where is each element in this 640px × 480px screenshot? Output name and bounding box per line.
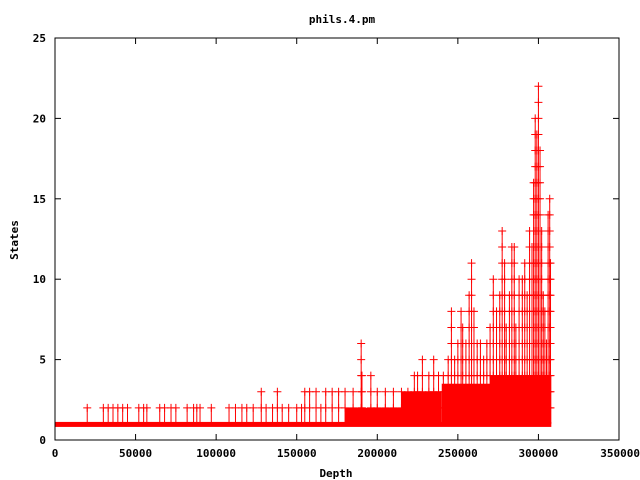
series-point-91-18 [536, 146, 545, 155]
series-point-51-5 [418, 355, 427, 364]
y-tick-label-1: 5 [39, 354, 46, 367]
series-point-90-19 [534, 130, 543, 139]
y-tick-label-5: 25 [33, 32, 46, 45]
series-point-75-11 [500, 259, 509, 268]
x-tick-label-0: 0 [52, 447, 59, 460]
series-point-98-3 [546, 387, 555, 396]
series-baseline [55, 421, 552, 427]
series-point-46-3 [389, 387, 398, 396]
plot-marks [55, 82, 555, 427]
series-point-98-11 [546, 259, 555, 268]
y-tick-label-4: 20 [33, 112, 46, 125]
series-point-98-2 [546, 403, 555, 412]
y-tick-label-3: 15 [33, 193, 46, 206]
plot-frame [54, 37, 620, 441]
series-point-60-8 [457, 307, 466, 316]
series-point-24-3 [257, 387, 266, 396]
x-tick-label-4: 200000 [357, 447, 397, 460]
series-point-42-4 [357, 371, 366, 380]
series-band-0 [345, 407, 402, 424]
series-point-98-10 [546, 275, 555, 284]
series-point-91-16 [536, 178, 545, 187]
series-point-97-15 [545, 194, 554, 203]
series-point-44-2 [373, 403, 382, 412]
series-point-34-3 [312, 387, 321, 396]
series-point-43-4 [366, 371, 375, 380]
series-point-74-13 [498, 226, 507, 235]
series-point-53-5 [429, 355, 438, 364]
series-point-18-2 [207, 403, 216, 412]
series-point-79-12 [510, 243, 519, 252]
series-point-79-11 [510, 259, 519, 268]
x-tick-label-7: 350000 [600, 447, 640, 460]
series-point-64-11 [467, 259, 476, 268]
series-point-90-20 [534, 114, 543, 123]
series-point-23-2 [249, 403, 258, 412]
series-point-98-7 [546, 323, 555, 332]
series-point-13-2 [171, 403, 180, 412]
series-point-9-2 [142, 403, 151, 412]
series-point-27-3 [273, 387, 282, 396]
series-point-75-10 [500, 275, 509, 284]
series-point-97-14 [545, 210, 554, 219]
series-point-90-21 [534, 98, 543, 107]
series-point-45-2 [381, 403, 390, 412]
series-point-98-8 [546, 307, 555, 316]
series-point-98-9 [546, 291, 555, 300]
x-axis-label: Depth [319, 467, 352, 480]
series-point-91-15 [536, 194, 545, 203]
series-point-42-2 [357, 403, 366, 412]
series-point-0-2 [83, 403, 92, 412]
x-tick-label-2: 100000 [196, 447, 236, 460]
series-point-57-8 [447, 307, 456, 316]
series-point-65-7 [469, 323, 478, 332]
series-point-65-8 [469, 307, 478, 316]
series-point-74-12 [498, 243, 507, 252]
series-point-44-3 [373, 387, 382, 396]
y-tick-label-0: 0 [39, 434, 46, 447]
series-point-71-10 [489, 275, 498, 284]
series-point-97-12 [545, 243, 554, 252]
series-point-98-6 [546, 339, 555, 348]
x-tick-label-1: 50000 [119, 447, 152, 460]
series-point-64-9 [467, 291, 476, 300]
series-point-41-6 [357, 339, 366, 348]
series-point-40-3 [349, 387, 358, 396]
series-point-42-3 [357, 387, 366, 396]
y-tick-label-2: 10 [33, 273, 46, 286]
series-point-97-13 [545, 226, 554, 235]
x-tick-label-5: 250000 [438, 447, 478, 460]
axes: 0 5 10 15 20 25 0 50000 100000 150000 200000 250000… [33, 32, 640, 460]
series-point-57-7 [447, 323, 456, 332]
series-point-29-2 [284, 403, 293, 412]
y-axis-label: States [8, 220, 21, 260]
series-point-91-14 [536, 210, 545, 219]
series-point-41-5 [357, 355, 366, 364]
series-point-64-10 [467, 275, 476, 284]
chart-title: phils.4.pm [309, 13, 376, 26]
series-point-91-17 [536, 162, 545, 171]
series-point-17-2 [196, 403, 205, 412]
series-point-45-3 [381, 387, 390, 396]
series-point-39-2 [341, 403, 350, 412]
series-point-98-4 [546, 371, 555, 380]
series-point-98-5 [546, 355, 555, 364]
series-point-40-2 [349, 403, 358, 412]
series-point-46-2 [389, 403, 398, 412]
series-point-6-2 [123, 403, 132, 412]
series-point-90-22 [534, 82, 543, 91]
x-tick-label-6: 300000 [519, 447, 559, 460]
x-tick-label-3: 150000 [277, 447, 317, 460]
series-point-39-3 [341, 387, 350, 396]
